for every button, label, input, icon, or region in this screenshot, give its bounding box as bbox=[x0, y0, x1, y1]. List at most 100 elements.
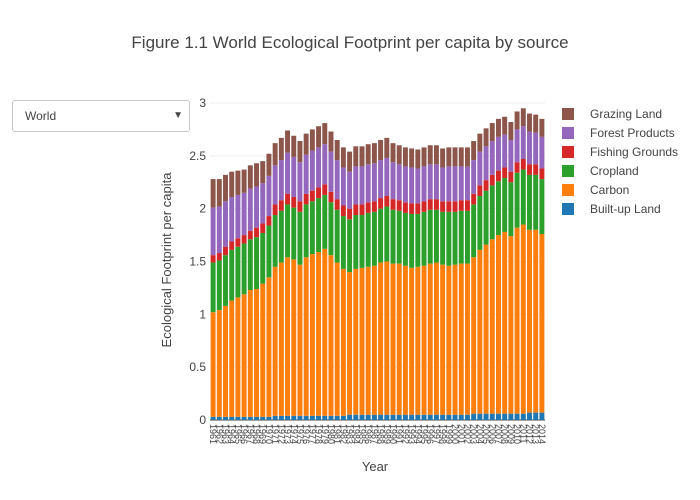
bar-segment[interactable] bbox=[260, 283, 266, 417]
bar-segment[interactable] bbox=[334, 415, 340, 420]
bar-segment[interactable] bbox=[533, 229, 539, 413]
bar-segment[interactable] bbox=[520, 108, 526, 127]
bar-segment[interactable] bbox=[390, 209, 396, 264]
legend-item[interactable]: Built-up Land bbox=[562, 199, 678, 218]
bar-segment[interactable] bbox=[309, 150, 315, 191]
bar-segment[interactable] bbox=[328, 255, 334, 416]
bar-segment[interactable] bbox=[471, 193, 477, 205]
bar-segment[interactable] bbox=[291, 156, 297, 198]
bar-segment[interactable] bbox=[495, 136, 501, 171]
bar-segment[interactable] bbox=[446, 414, 452, 420]
bar-segment[interactable] bbox=[241, 294, 247, 417]
bar-segment[interactable] bbox=[440, 167, 446, 202]
bar-segment[interactable] bbox=[396, 210, 402, 264]
bar-segment[interactable] bbox=[483, 413, 489, 420]
bar-segment[interactable] bbox=[390, 263, 396, 415]
bar-segment[interactable] bbox=[495, 235, 501, 414]
bar-segment[interactable] bbox=[285, 152, 291, 194]
bar-segment[interactable] bbox=[347, 208, 353, 220]
bar-segment[interactable] bbox=[241, 416, 247, 420]
bar-segment[interactable] bbox=[502, 167, 508, 179]
bar-segment[interactable] bbox=[378, 208, 384, 263]
bar-segment[interactable] bbox=[254, 237, 260, 289]
legend-item[interactable]: Fishing Grounds bbox=[562, 142, 678, 161]
bar-segment[interactable] bbox=[458, 147, 464, 167]
bar-segment[interactable] bbox=[471, 160, 477, 194]
bar-segment[interactable] bbox=[216, 260, 222, 311]
bar-segment[interactable] bbox=[210, 312, 216, 417]
bar-segment[interactable] bbox=[285, 130, 291, 153]
bar-segment[interactable] bbox=[353, 215, 359, 269]
bar-segment[interactable] bbox=[508, 182, 514, 237]
bar-segment[interactable] bbox=[409, 414, 415, 420]
bar-segment[interactable] bbox=[340, 167, 346, 206]
bar-segment[interactable] bbox=[415, 414, 421, 420]
bar-segment[interactable] bbox=[458, 263, 464, 415]
bar-segment[interactable] bbox=[446, 265, 452, 415]
bar-segment[interactable] bbox=[216, 179, 222, 207]
bar-segment[interactable] bbox=[464, 166, 470, 201]
bar-segment[interactable] bbox=[502, 231, 508, 414]
bar-segment[interactable] bbox=[223, 416, 228, 420]
bar-segment[interactable] bbox=[247, 188, 253, 231]
bar-segment[interactable] bbox=[440, 264, 446, 415]
bar-segment[interactable] bbox=[235, 416, 241, 420]
legend-item[interactable]: Forest Products bbox=[562, 123, 678, 142]
bar-segment[interactable] bbox=[471, 141, 477, 161]
bar-segment[interactable] bbox=[427, 263, 433, 415]
bar-segment[interactable] bbox=[297, 211, 303, 265]
bar-segment[interactable] bbox=[440, 201, 446, 212]
bar-segment[interactable] bbox=[539, 118, 545, 137]
bar-segment[interactable] bbox=[241, 243, 247, 295]
bar-segment[interactable] bbox=[390, 414, 396, 420]
bar-segment[interactable] bbox=[309, 201, 315, 255]
bar-segment[interactable] bbox=[210, 262, 216, 313]
bar-segment[interactable] bbox=[409, 267, 415, 415]
bar-segment[interactable] bbox=[247, 239, 253, 291]
bar-segment[interactable] bbox=[446, 211, 452, 266]
bar-segment[interactable] bbox=[421, 414, 427, 420]
bar-segment[interactable] bbox=[266, 175, 272, 217]
bar-segment[interactable] bbox=[508, 122, 514, 140]
bar-segment[interactable] bbox=[483, 244, 489, 414]
bar-segment[interactable] bbox=[353, 146, 359, 167]
bar-segment[interactable] bbox=[396, 145, 402, 165]
bar-segment[interactable] bbox=[210, 416, 216, 420]
bar-segment[interactable] bbox=[272, 415, 278, 420]
bar-segment[interactable] bbox=[464, 147, 470, 167]
bar-segment[interactable] bbox=[452, 201, 458, 212]
bar-segment[interactable] bbox=[303, 415, 309, 420]
bar-segment[interactable] bbox=[527, 113, 532, 132]
bar-segment[interactable] bbox=[458, 200, 464, 211]
bar-segment[interactable] bbox=[347, 171, 353, 209]
bar-segment[interactable] bbox=[291, 259, 297, 416]
bar-segment[interactable] bbox=[402, 147, 408, 167]
bar-segment[interactable] bbox=[390, 199, 396, 210]
bar-segment[interactable] bbox=[303, 204, 309, 258]
bar-segment[interactable] bbox=[514, 227, 520, 414]
bar-segment[interactable] bbox=[502, 178, 508, 232]
bar-segment[interactable] bbox=[396, 263, 402, 415]
bar-segment[interactable] bbox=[427, 414, 433, 420]
bar-segment[interactable] bbox=[365, 266, 371, 415]
bar-segment[interactable] bbox=[291, 135, 297, 157]
bar-segment[interactable] bbox=[514, 413, 520, 420]
bar-segment[interactable] bbox=[353, 166, 359, 205]
legend-item[interactable]: Grazing Land bbox=[562, 104, 678, 123]
bar-segment[interactable] bbox=[303, 154, 309, 194]
bar-segment[interactable] bbox=[359, 166, 365, 205]
bar-segment[interactable] bbox=[508, 171, 514, 183]
bar-segment[interactable] bbox=[440, 148, 446, 168]
bar-segment[interactable] bbox=[216, 310, 222, 417]
bar-segment[interactable] bbox=[533, 132, 539, 165]
legend-item[interactable]: Carbon bbox=[562, 180, 678, 199]
bar-segment[interactable] bbox=[514, 172, 520, 228]
bar-segment[interactable] bbox=[235, 246, 241, 298]
bar-segment[interactable] bbox=[297, 264, 303, 416]
bar-segment[interactable] bbox=[247, 165, 253, 189]
bar-segment[interactable] bbox=[235, 194, 241, 239]
bar-segment[interactable] bbox=[433, 209, 439, 263]
bar-segment[interactable] bbox=[247, 416, 253, 420]
bar-segment[interactable] bbox=[489, 185, 495, 240]
bar-segment[interactable] bbox=[347, 272, 353, 415]
